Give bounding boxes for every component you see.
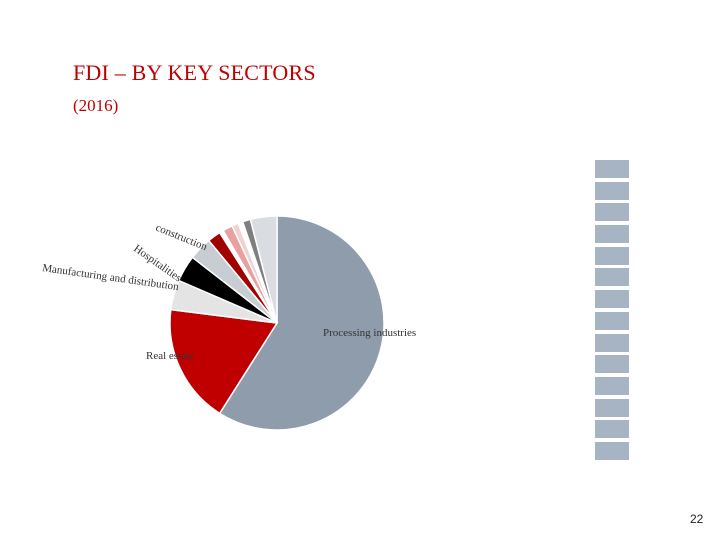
page-number: 22	[690, 512, 704, 526]
pie-slice-processing-industries	[218, 215, 385, 431]
legend-block	[595, 181, 629, 200]
legend-block	[595, 376, 629, 395]
legend-block	[595, 160, 629, 178]
pie-slice-real-estate	[169, 308, 279, 415]
legend-block	[595, 398, 629, 417]
slide-subtitle: (2016)	[73, 96, 119, 115]
legend-block-column	[595, 160, 629, 464]
legend-block	[595, 441, 629, 460]
legend-block	[595, 290, 629, 309]
pie-slices	[169, 215, 385, 431]
pie-slice-11	[249, 215, 278, 324]
slide-title: FDI – BY KEY SECTORS	[73, 60, 316, 85]
pie-label-construction: construction	[154, 222, 209, 254]
legend-block	[595, 333, 629, 352]
legend-block	[595, 225, 629, 244]
legend-block	[595, 203, 629, 222]
legend-block	[595, 420, 629, 439]
pie-label-processing-industries: Processing industries	[323, 327, 416, 339]
pie-label-real-estate: Real estate	[146, 350, 194, 362]
legend-block	[595, 311, 629, 330]
legend-block	[595, 246, 629, 265]
legend-block	[595, 355, 629, 374]
legend-block	[595, 268, 629, 287]
